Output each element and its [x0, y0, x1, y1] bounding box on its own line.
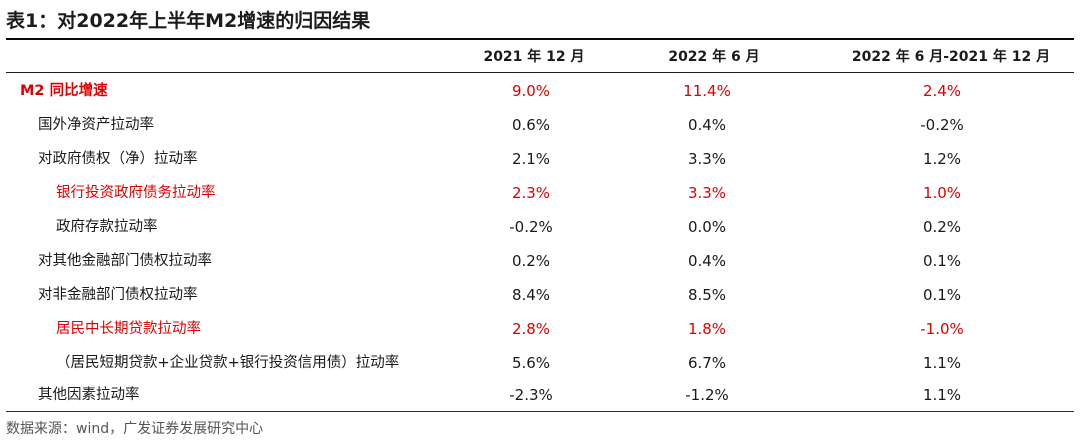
cell-value: 11.4% [683, 82, 731, 100]
cell-value: 0.1% [922, 286, 962, 304]
table-row: M2 同比增速 9.0% 11.4% 2.4% [0, 74, 1080, 108]
cell-value: -1.2% [685, 386, 729, 404]
cell-value: 2.8% [511, 320, 551, 338]
row-label: 国外净资产拉动率 [38, 117, 154, 133]
cell-value: -2.3% [509, 386, 553, 404]
cell-value: 1.2% [922, 150, 962, 168]
header-rule [6, 72, 1074, 73]
row-label: （居民短期贷款+企业贷款+银行投资信用债）拉动率 [56, 355, 400, 371]
cell-value: 0.6% [511, 116, 551, 134]
row-label: 对其他金融部门债权拉动率 [38, 253, 212, 269]
table-row: 对非金融部门债权拉动率 8.4% 8.5% 0.1% [0, 278, 1080, 312]
source-note: 数据来源：wind，广发证券发展研究中心 [6, 421, 264, 437]
row-label: 政府存款拉动率 [56, 219, 158, 235]
table-row: 银行投资政府债务拉动率 2.3% 3.3% 1.0% [0, 176, 1080, 210]
column-header: 2021 年 12 月 [483, 49, 585, 65]
column-header: 2022 年 6 月 [668, 49, 760, 65]
cell-value: 6.7% [687, 354, 727, 372]
cell-value: 0.2% [511, 252, 551, 270]
row-label: 对政府债权（净）拉动率 [38, 151, 198, 167]
table-row: 居民中长期贷款拉动率 2.8% 1.8% -1.0% [0, 312, 1080, 346]
table-row: 国外净资产拉动率 0.6% 0.4% -0.2% [0, 108, 1080, 142]
bottom-rule [6, 411, 1074, 412]
cell-value: 0.4% [687, 252, 727, 270]
cell-value: 2.1% [511, 150, 551, 168]
table-row: 政府存款拉动率 -0.2% 0.0% 0.2% [0, 210, 1080, 244]
cell-value: 1.8% [687, 320, 727, 338]
column-header: 2022 年 6 月-2021 年 12 月 [851, 49, 1051, 65]
cell-value: -1.0% [920, 320, 964, 338]
cell-value: 3.3% [687, 184, 727, 202]
cell-value: 3.3% [687, 150, 727, 168]
cell-value: 1.0% [922, 184, 962, 202]
cell-value: 0.1% [922, 252, 962, 270]
table-row: 对政府债权（净）拉动率 2.1% 3.3% 1.2% [0, 142, 1080, 176]
cell-value: 8.5% [687, 286, 727, 304]
cell-value: -0.2% [509, 218, 553, 236]
cell-value: 1.1% [922, 386, 962, 404]
table-row: 对其他金融部门债权拉动率 0.2% 0.4% 0.1% [0, 244, 1080, 278]
cell-value: 5.6% [511, 354, 551, 372]
cell-value: -0.2% [920, 116, 964, 134]
cell-value: 9.0% [511, 82, 551, 100]
table-row: 其他因素拉动率 -2.3% -1.2% 1.1% [0, 378, 1080, 412]
cell-value: 0.2% [922, 218, 962, 236]
table-row: （居民短期贷款+企业贷款+银行投资信用债）拉动率 5.6% 6.7% 1.1% [0, 346, 1080, 380]
table-header: 2021 年 12 月 2022 年 6 月 2022 年 6 月-2021 年… [0, 43, 1080, 71]
row-label: 对非金融部门债权拉动率 [38, 287, 198, 303]
row-label: 其他因素拉动率 [38, 387, 140, 403]
cell-value: 0.0% [687, 218, 727, 236]
row-label: 银行投资政府债务拉动率 [56, 185, 216, 201]
table-title: 表1：对2022年上半年M2增速的归因结果 [6, 10, 371, 32]
cell-value: 8.4% [511, 286, 551, 304]
cell-value: 0.4% [687, 116, 727, 134]
row-label: 居民中长期贷款拉动率 [56, 321, 201, 337]
cell-value: 2.4% [922, 82, 962, 100]
top-rule [6, 38, 1074, 40]
cell-value: 2.3% [511, 184, 551, 202]
row-label: M2 同比增速 [20, 83, 108, 99]
cell-value: 1.1% [922, 354, 962, 372]
